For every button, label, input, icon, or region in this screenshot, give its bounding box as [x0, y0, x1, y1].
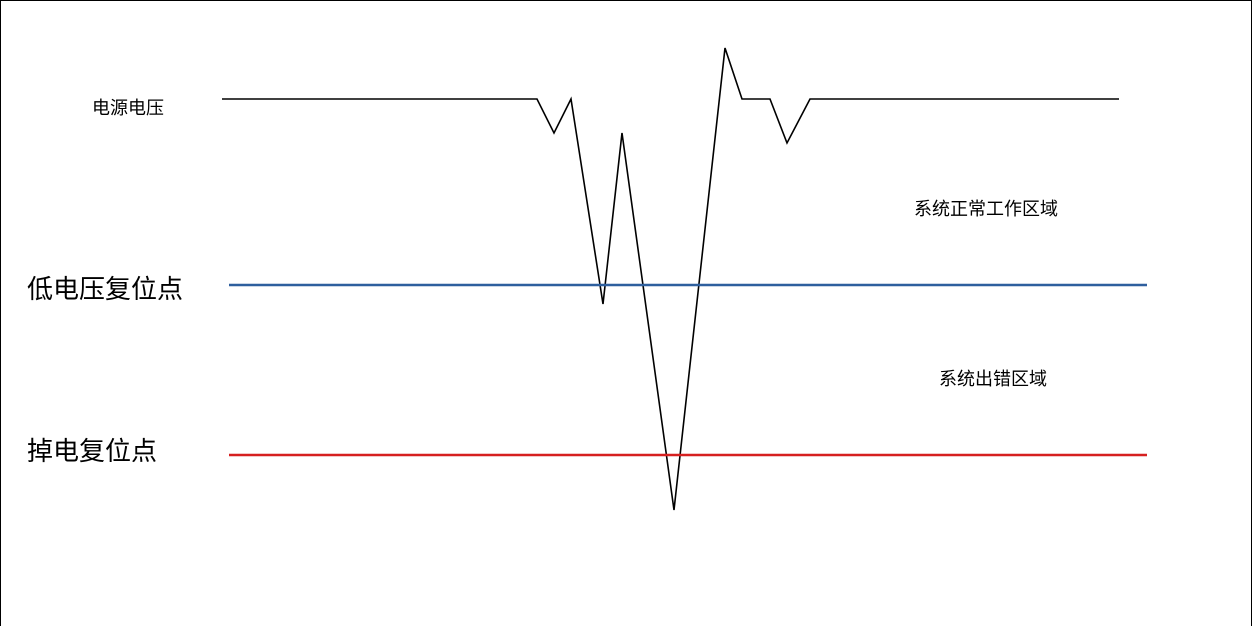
- low-voltage-reset-label: 低电压复位点: [27, 275, 184, 305]
- supply-voltage-waveform: [222, 47, 1119, 511]
- error-region-label: 系统出错区域: [939, 369, 1047, 390]
- supply-voltage-label: 电源电压: [92, 98, 164, 119]
- power-down-reset-label: 掉电复位点: [27, 437, 158, 467]
- normal-region-label: 系统正常工作区域: [914, 199, 1058, 220]
